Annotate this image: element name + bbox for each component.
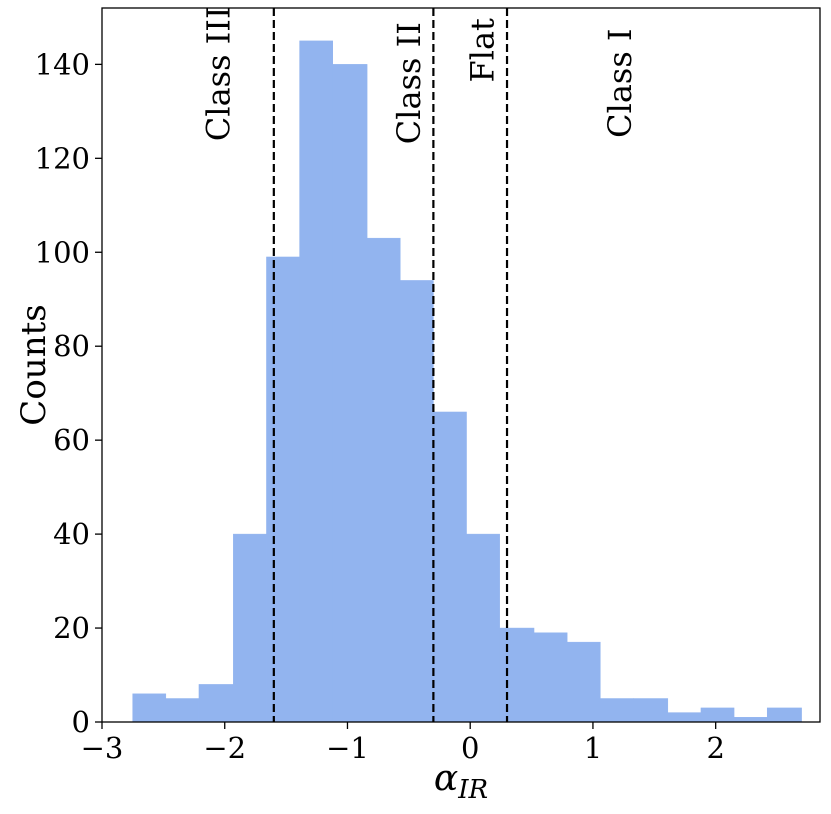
class-label: Flat — [463, 18, 501, 83]
histogram-bar — [766, 707, 802, 723]
x-tick-label: −1 — [326, 731, 369, 765]
class-label: Class II — [390, 22, 428, 144]
y-axis-ticks: 0 20 40 60 80 100 120 140 — [35, 47, 102, 739]
bars-layer — [132, 40, 802, 723]
x-tick-label: 2 — [706, 731, 724, 765]
y-tick-label: 120 — [35, 141, 90, 175]
x-axis-label: αIR — [434, 758, 488, 805]
histogram-bar — [433, 411, 467, 723]
plot-frame — [101, 7, 821, 723]
histogram-bar — [667, 712, 702, 723]
class-labels: Class III Class II Flat Class I — [200, 6, 639, 144]
class-label: Class III — [200, 6, 238, 141]
histogram-bar — [299, 40, 333, 723]
y-tick-label: 100 — [35, 235, 90, 269]
histogram-bar — [466, 533, 500, 723]
x-axis-ticks: −3 −2 −1 0 1 2 — [81, 722, 725, 765]
x-tick-label: 0 — [461, 731, 479, 765]
histogram-bar — [266, 256, 300, 723]
histogram-bar — [600, 698, 634, 723]
x-axis-label-subscript: IR — [457, 775, 488, 805]
histogram-bar — [533, 632, 568, 723]
histogram-bar — [366, 237, 401, 723]
x-axis-label-symbol: α — [434, 758, 458, 799]
x-tick-label: −3 — [81, 731, 124, 765]
histogram-bar — [332, 64, 368, 723]
histogram-bar — [399, 280, 434, 723]
histogram-bar — [132, 693, 167, 723]
y-tick-label: 40 — [53, 517, 90, 551]
y-tick-label: 60 — [53, 423, 90, 457]
y-tick-label: 140 — [35, 47, 90, 81]
histogram-bar — [198, 684, 234, 723]
histogram-bar — [499, 627, 535, 723]
histogram-bar — [233, 533, 267, 723]
class-boundary-lines — [272, 8, 509, 722]
y-tick-label: 20 — [53, 611, 90, 645]
histogram-bar — [633, 698, 669, 723]
x-tick-label: −2 — [203, 731, 246, 765]
y-tick-label: 0 — [72, 705, 90, 739]
y-tick-label: 80 — [53, 329, 90, 363]
histogram-bar — [733, 717, 768, 723]
x-tick-label: 1 — [584, 731, 602, 765]
histogram-bar — [165, 698, 200, 723]
y-axis-label: Counts — [14, 304, 54, 425]
histogram-bar — [700, 707, 735, 723]
histogram-bar — [566, 641, 601, 723]
class-label: Class I — [601, 28, 639, 137]
